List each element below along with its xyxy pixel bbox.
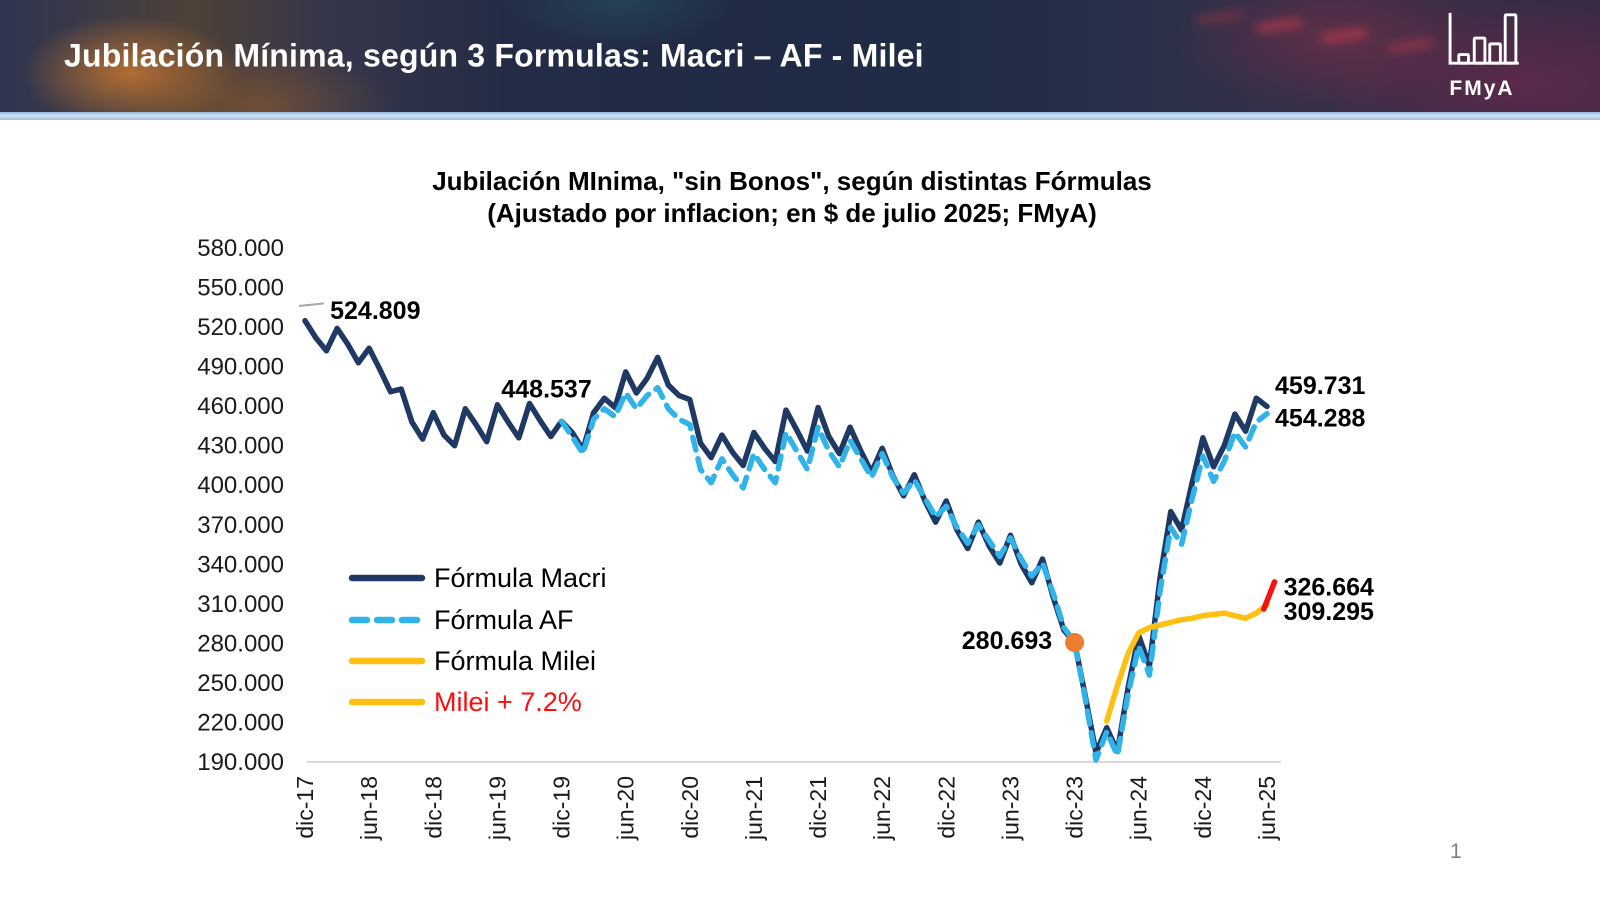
data-label: 524.809 bbox=[330, 297, 420, 325]
data-label: 448.537 bbox=[501, 375, 591, 403]
chart-legend: Fórmula Macri Fórmula AF Fórmula Milei Mile… bbox=[348, 563, 607, 717]
y-tick-label: 430.000 bbox=[197, 433, 284, 460]
marker-dot-dic-23 bbox=[1065, 632, 1085, 652]
y-tick-label: 340.000 bbox=[197, 551, 284, 578]
y-tick-label: 370.000 bbox=[197, 512, 284, 539]
pension-line-chart: Jubilación MInima, "sin Bonos", según di… bbox=[197, 166, 1374, 841]
legend-item-milei-7-2-: Milei + 7.2% bbox=[348, 687, 582, 717]
y-tick-label: 220.000 bbox=[197, 709, 284, 736]
x-tick-label: jun-22 bbox=[869, 776, 895, 841]
y-tick-label: 190.000 bbox=[197, 749, 284, 776]
x-tick-label: jun-21 bbox=[741, 776, 767, 841]
y-tick-label: 580.000 bbox=[197, 235, 284, 262]
series-line-milei-7-2- bbox=[1261, 579, 1278, 612]
y-tick-label: 550.000 bbox=[197, 275, 284, 302]
x-tick-label: dic-18 bbox=[420, 776, 446, 839]
x-tick-label: jun-23 bbox=[997, 776, 1023, 841]
header-decoration-dash bbox=[1195, 10, 1243, 25]
y-tick-label: 400.000 bbox=[197, 472, 284, 499]
y-tick-label: 520.000 bbox=[197, 314, 284, 341]
x-tick-label: jun-25 bbox=[1254, 776, 1280, 841]
chart-title-line1: Jubilación MInima, "sin Bonos", según di… bbox=[432, 166, 1152, 196]
data-label: 454.288 bbox=[1275, 404, 1365, 432]
x-tick-label: dic-20 bbox=[677, 776, 703, 839]
x-tick-label: dic-24 bbox=[1190, 776, 1216, 839]
y-tick-label: 460.000 bbox=[197, 393, 284, 420]
x-tick-label: dic-23 bbox=[1062, 776, 1088, 839]
fmya-logo: FMyA bbox=[1432, 10, 1532, 101]
x-tick-label: jun-24 bbox=[1126, 776, 1152, 841]
page-number: 1 bbox=[1450, 840, 1462, 863]
series-line-f-rmula-milei bbox=[1103, 602, 1270, 724]
y-axis-ticks: 190.000 220.000 250.000 280.000 310.000 340.0… bbox=[197, 235, 284, 776]
legend-label: Fórmula Macri bbox=[434, 563, 607, 593]
data-labels: 524.809 448.537 280.693 459.731 454.288 326.6… bbox=[330, 297, 1374, 655]
header-decoration-dash bbox=[1255, 18, 1303, 33]
x-tick-label: jun-18 bbox=[356, 776, 382, 841]
legend-item-f-rmula-milei: Fórmula Milei bbox=[348, 646, 596, 676]
legend-label: Fórmula AF bbox=[434, 605, 574, 635]
label-leader-line bbox=[298, 302, 325, 307]
chart-title-line2: (Ajustado por inflacion; en $ de julio 2… bbox=[487, 198, 1097, 228]
legend-item-f-rmula-af: Fórmula AF bbox=[348, 605, 574, 635]
bar-chart-logo-icon bbox=[1448, 12, 1519, 65]
data-label: 459.731 bbox=[1275, 372, 1365, 400]
legend-label: Fórmula Milei bbox=[434, 646, 596, 676]
series-line-f-rmula-af bbox=[558, 384, 1270, 763]
x-axis-ticks: dic-17 jun-18 dic-18 jun-19 dic-19 jun-20 dic-… bbox=[292, 776, 1280, 841]
x-tick-label: dic-21 bbox=[805, 776, 831, 839]
page-title: Jubilación Mínima, según 3 Formulas: Mac… bbox=[64, 37, 924, 74]
logo-text: FMyA bbox=[1449, 77, 1515, 100]
slide-header: Jubilación Mínima, según 3 Formulas: Mac… bbox=[0, 0, 1600, 112]
x-tick-label: jun-20 bbox=[613, 776, 639, 841]
x-tick-label: dic-22 bbox=[933, 776, 959, 839]
x-tick-label: dic-19 bbox=[549, 776, 575, 839]
x-tick-label: dic-17 bbox=[292, 776, 318, 839]
x-tick-label: jun-19 bbox=[484, 776, 510, 841]
legend-item-f-rmula-macri: Fórmula Macri bbox=[348, 563, 607, 593]
data-label: 326.664 bbox=[1284, 574, 1374, 602]
legend-label: Milei + 7.2% bbox=[434, 687, 582, 717]
y-tick-label: 250.000 bbox=[197, 670, 284, 697]
header-decoration-dash bbox=[1321, 28, 1369, 43]
header-decoration-dash bbox=[1387, 38, 1435, 53]
series-line-f-rmula-macri bbox=[302, 317, 1270, 756]
y-tick-label: 490.000 bbox=[197, 354, 284, 381]
data-label: 280.693 bbox=[962, 627, 1052, 655]
y-tick-label: 280.000 bbox=[197, 630, 284, 657]
y-tick-label: 310.000 bbox=[197, 591, 284, 618]
header-divider bbox=[0, 112, 1600, 120]
data-label: 309.295 bbox=[1284, 598, 1374, 626]
